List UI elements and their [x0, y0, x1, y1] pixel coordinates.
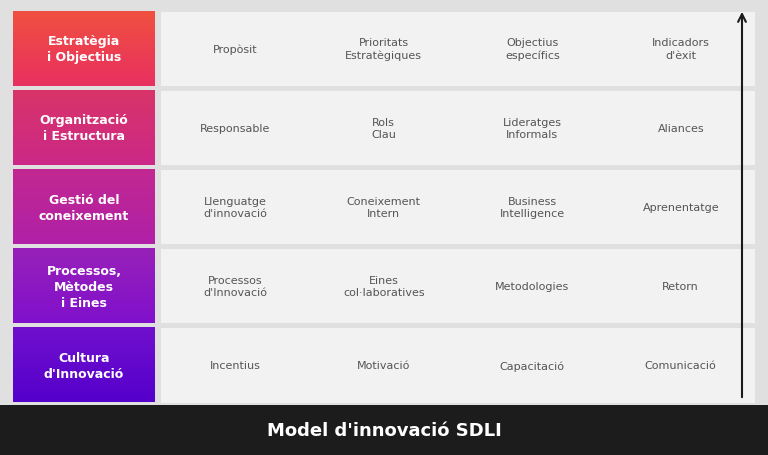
- Bar: [161, 171, 755, 245]
- Text: Aliances: Aliances: [657, 123, 704, 133]
- Text: Prioritats
Estratègiques: Prioritats Estratègiques: [346, 38, 422, 61]
- Text: Aprenentatge: Aprenentatge: [643, 202, 719, 212]
- Bar: [0, 405, 768, 455]
- Text: Gestió del
coneixement: Gestió del coneixement: [39, 193, 129, 222]
- Text: Motivació: Motivació: [357, 361, 410, 370]
- Text: Processos
d'Innovació: Processos d'Innovació: [204, 275, 267, 298]
- Text: Estratègia
i Objectius: Estratègia i Objectius: [47, 35, 121, 64]
- Text: Cultura
d'Innovació: Cultura d'Innovació: [44, 351, 124, 380]
- Bar: [161, 91, 755, 166]
- Text: Organització
i Estructura: Organització i Estructura: [40, 114, 128, 143]
- Text: Business
Intelligence: Business Intelligence: [500, 197, 564, 219]
- Text: Llenguatge
d'innovació: Llenguatge d'innovació: [204, 197, 267, 219]
- Text: Incentius: Incentius: [210, 361, 260, 370]
- Text: Objectius
específics: Objectius específics: [505, 38, 560, 61]
- Bar: [161, 12, 755, 86]
- Text: Indicadors
d'èxit: Indicadors d'èxit: [652, 38, 710, 61]
- Text: Lideratges
Informals: Lideratges Informals: [503, 117, 561, 140]
- Text: Coneixement
Intern: Coneixement Intern: [346, 197, 421, 219]
- Text: Propòsit: Propòsit: [213, 44, 257, 55]
- Text: Comunicació: Comunicació: [645, 361, 717, 370]
- Text: Capacitació: Capacitació: [500, 360, 564, 371]
- Text: Responsable: Responsable: [200, 123, 270, 133]
- Text: Eines
col·laboratives: Eines col·laboratives: [343, 275, 425, 298]
- Text: Retorn: Retorn: [662, 282, 699, 292]
- Text: Metodologies: Metodologies: [495, 282, 569, 292]
- Bar: [161, 329, 755, 403]
- Text: Model d'innovació SDLI: Model d'innovació SDLI: [266, 421, 502, 439]
- Text: Rols
Clau: Rols Clau: [371, 117, 396, 140]
- Text: Processos,
Mètodes
i Eines: Processos, Mètodes i Eines: [47, 264, 121, 309]
- Bar: [161, 249, 755, 324]
